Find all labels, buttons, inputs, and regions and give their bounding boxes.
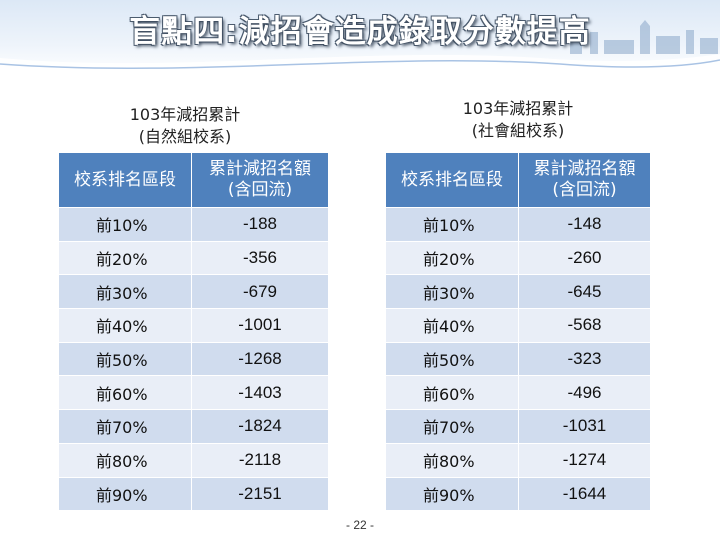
range-cell: 前10%: [58, 207, 192, 242]
right-header-value: 累計減招名額 (含回流): [518, 152, 651, 208]
value-cell: -1001: [191, 308, 329, 343]
range-cell: 前80%: [58, 442, 192, 478]
range-cell: 前20%: [385, 240, 519, 276]
page-title: 盲點四:減招會造成錄取分數提高: [129, 14, 591, 50]
right-table-header-row: 校系排名區段 累計減招名額 (含回流): [385, 152, 651, 208]
value-cell: -2151: [191, 476, 329, 512]
right-caption-line2: (社會組校系): [471, 121, 565, 140]
range-cell: 前30%: [385, 274, 519, 310]
table-row: 前80% -2118: [58, 442, 329, 478]
left-table-header-row: 校系排名區段 累計減招名額 (含回流): [58, 152, 329, 208]
range-cell: 前70%: [385, 409, 519, 444]
value-cell: -323: [518, 341, 651, 377]
value-cell: -356: [191, 240, 329, 276]
table-row: 前10% -188: [58, 207, 329, 242]
range-cell: 前40%: [58, 308, 192, 343]
value-cell: -2118: [191, 442, 329, 478]
page-number: - 22 -: [345, 518, 374, 532]
table-row: 前60% -496: [385, 375, 651, 411]
value-cell: -260: [518, 240, 651, 276]
table-row: 前20% -356: [58, 240, 329, 276]
range-cell: 前20%: [58, 240, 192, 276]
range-cell: 前60%: [385, 375, 519, 411]
right-caption: 103年減招累計 (社會組校系): [428, 98, 608, 142]
table-row: 前90% -2151: [58, 476, 329, 512]
table-row: 前70% -1031: [385, 409, 651, 444]
table-row: 前10% -148: [385, 207, 651, 242]
value-cell: -1274: [518, 442, 651, 478]
range-cell: 前90%: [385, 476, 519, 512]
right-header-value-line1: 累計減招名額: [533, 159, 636, 179]
table-row: 前70% -1824: [58, 409, 329, 444]
right-table: 校系排名區段 累計減招名額 (含回流) 前10% -148 前20% -260 前3…: [385, 152, 651, 512]
table-row: 前50% -323: [385, 341, 651, 377]
right-header-value-line2: (含回流): [552, 180, 617, 200]
range-cell: 前80%: [385, 442, 519, 478]
left-header-range: 校系排名區段: [58, 152, 192, 208]
left-caption-line2: (自然組校系): [138, 127, 232, 146]
range-cell: 前10%: [385, 207, 519, 242]
range-cell: 前30%: [58, 274, 192, 310]
value-cell: -679: [191, 274, 329, 310]
table-row: 前20% -260: [385, 240, 651, 276]
range-cell: 前50%: [385, 341, 519, 377]
value-cell: -1031: [518, 409, 651, 444]
value-cell: -1268: [191, 341, 329, 377]
value-cell: -1403: [191, 375, 329, 411]
range-cell: 前40%: [385, 308, 519, 343]
header-wave-decoration: [0, 54, 720, 80]
castle-silhouette-icon: [570, 20, 718, 54]
left-caption: 103年減招累計 (自然組校系): [95, 104, 275, 148]
value-cell: -645: [518, 274, 651, 310]
left-table: 校系排名區段 累計減招名額 (含回流) 前10% -188 前20% -356 前3…: [58, 152, 329, 512]
table-row: 前40% -1001: [58, 308, 329, 343]
range-cell: 前50%: [58, 341, 192, 377]
value-cell: -568: [518, 308, 651, 343]
value-cell: -188: [191, 207, 329, 242]
right-header-range: 校系排名區段: [385, 152, 519, 208]
table-row: 前40% -568: [385, 308, 651, 343]
range-cell: 前70%: [58, 409, 192, 444]
table-row: 前30% -645: [385, 274, 651, 310]
value-cell: -1644: [518, 476, 651, 512]
range-cell: 前90%: [58, 476, 192, 512]
table-row: 前50% -1268: [58, 341, 329, 377]
value-cell: -1824: [191, 409, 329, 444]
left-header-value: 累計減招名額 (含回流): [191, 152, 329, 208]
left-header-value-line1: 累計減招名額: [209, 159, 311, 179]
table-row: 前80% -1274: [385, 442, 651, 478]
table-row: 前90% -1644: [385, 476, 651, 512]
range-cell: 前60%: [58, 375, 192, 411]
right-caption-line1: 103年減招累計: [462, 99, 574, 118]
value-cell: -148: [518, 207, 651, 242]
table-row: 前60% -1403: [58, 375, 329, 411]
value-cell: -496: [518, 375, 651, 411]
left-header-value-line2: (含回流): [227, 180, 293, 200]
left-caption-line1: 103年減招累計: [129, 105, 241, 124]
table-row: 前30% -679: [58, 274, 329, 310]
